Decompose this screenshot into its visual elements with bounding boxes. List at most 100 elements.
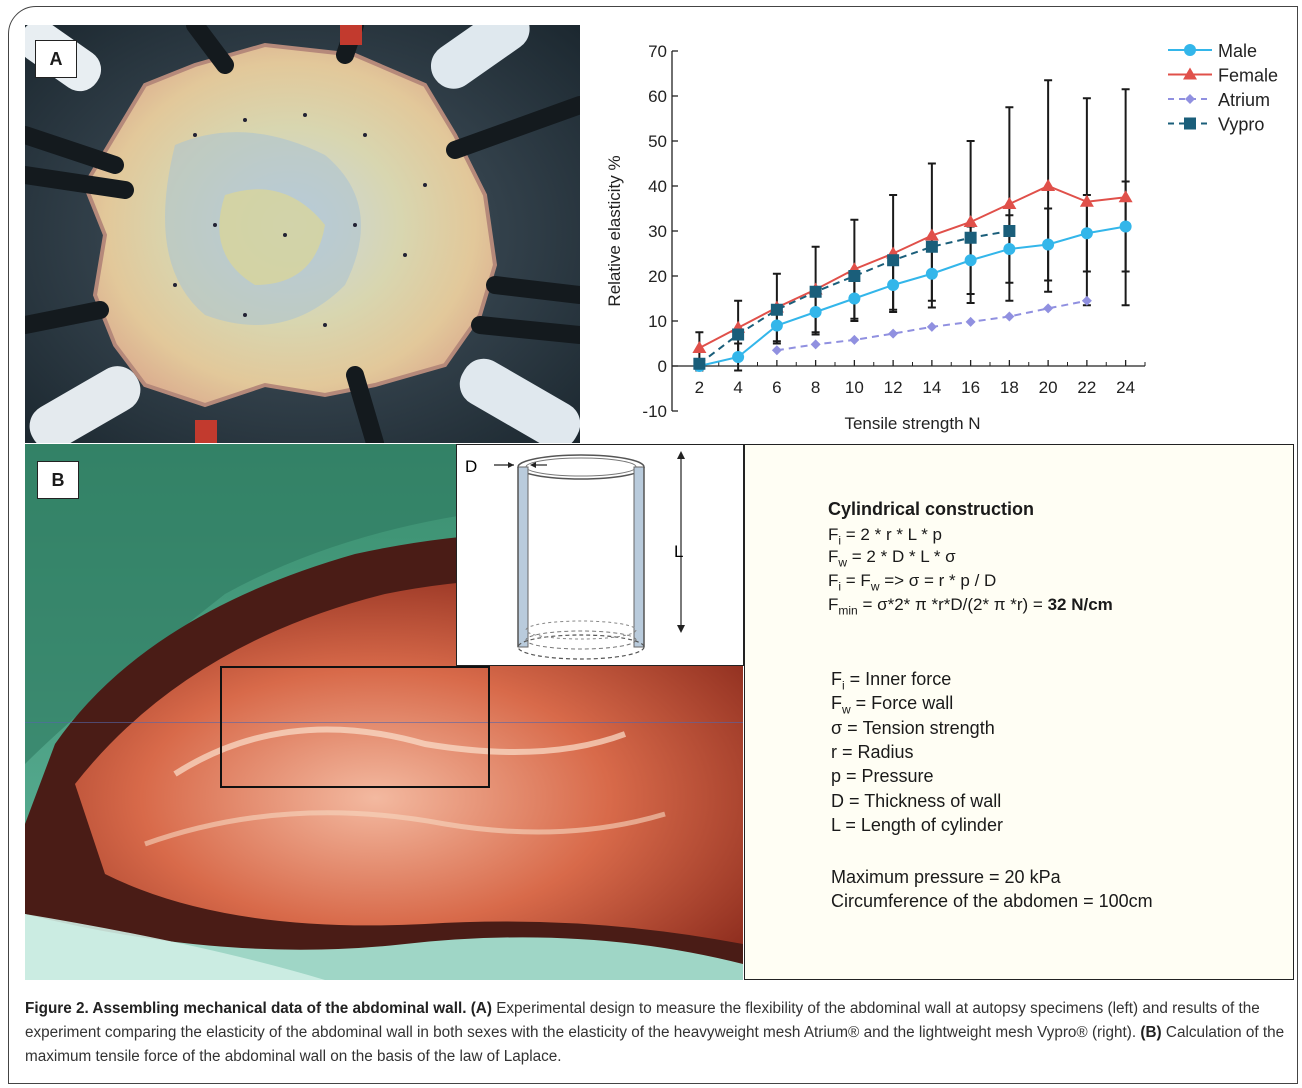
scan-line <box>25 722 743 723</box>
data-point-atrium <box>1004 311 1015 322</box>
caption-b-tag: (B) <box>1140 1024 1162 1041</box>
y-tick-label: 70 <box>648 42 667 61</box>
definition-force-wall: Fw = Force wall <box>831 693 954 717</box>
data-point-female <box>963 215 978 227</box>
data-point-vypro <box>1003 225 1016 237</box>
caption-a-text: Experimental design to measure the flexi… <box>25 1000 1260 1041</box>
data-point-atrium <box>965 316 976 327</box>
legend-label: Male <box>1218 41 1257 61</box>
legend-marker <box>1184 44 1196 56</box>
data-point-vypro <box>693 357 706 370</box>
data-point-female <box>692 341 707 353</box>
specimen-illustration <box>25 25 580 443</box>
formula-line-inner-force: Fi = 2 * r * L * p <box>828 525 943 548</box>
formula-box: Cylindrical construction Fi = 2 * r * L … <box>744 444 1294 980</box>
data-point-vypro <box>964 231 977 244</box>
x-tick-label: 16 <box>961 378 980 397</box>
legend-label: Atrium <box>1218 90 1270 110</box>
data-point-male <box>1080 227 1093 240</box>
data-point-atrium <box>1081 295 1092 306</box>
y-tick-label: 30 <box>648 222 667 241</box>
legend-marker <box>1185 94 1195 104</box>
definition-radius: r = Radius <box>831 742 914 762</box>
x-tick-label: 18 <box>1000 378 1019 397</box>
data-point-male <box>848 292 861 305</box>
data-point-vypro <box>732 328 745 341</box>
zoom-rectangle <box>220 666 490 788</box>
data-point-male <box>1042 238 1055 251</box>
elasticity-chart: -10 0 10 20 30 40 50 60 70 2 4 6 8 10 12 14 16 18 20 22 24 Te… <box>580 25 1295 443</box>
data-point-male <box>809 306 822 318</box>
panel-a-label: A <box>35 40 77 78</box>
data-point-female <box>1041 179 1056 191</box>
formula-line-min-force: Fmin = σ*2* π *r*D/(2* π *r) = 32 N/cm <box>828 595 1113 618</box>
formula-line-equilibrium: Fi = Fw => σ = r * p / D <box>828 571 997 594</box>
data-point-male <box>925 267 938 280</box>
x-tick-label: 22 <box>1077 378 1096 397</box>
data-point-vypro <box>809 285 822 298</box>
definition-tension-strength: σ = Tension strength <box>831 718 995 738</box>
data-point-male <box>732 351 745 363</box>
length-label: L <box>674 542 683 561</box>
data-point-vypro <box>887 254 900 267</box>
caption-lead: Figure 2. Assembling mechanical data of … <box>25 1000 467 1017</box>
data-point-female <box>1118 190 1133 203</box>
x-tick-label: 2 <box>695 378 704 397</box>
data-point-vypro <box>848 270 861 282</box>
x-tick-label: 6 <box>772 378 781 397</box>
data-point-male <box>887 279 900 291</box>
x-tick-label: 10 <box>845 378 864 397</box>
data-point-vypro <box>925 240 938 253</box>
legend-label: Vypro <box>1218 115 1264 135</box>
chart-legend: Male Female Atrium Vypro <box>1168 41 1278 135</box>
x-axis-label: Tensile strength N <box>844 414 980 433</box>
definition-pressure: p = Pressure <box>831 766 934 786</box>
panel-b-label: B <box>37 461 79 499</box>
data-point-vypro <box>770 303 783 316</box>
data-point-atrium <box>926 321 937 332</box>
definition-length: L = Length of cylinder <box>831 815 1003 835</box>
x-tick-label: 8 <box>811 378 820 397</box>
y-tick-label: -10 <box>642 402 667 421</box>
legend-marker <box>1183 67 1197 80</box>
formula-title: Cylindrical construction <box>828 499 1035 519</box>
data-point-male <box>1119 220 1132 233</box>
figure-frame <box>8 6 1298 1084</box>
data-point-atrium <box>888 328 899 339</box>
y-axis-label: Relative elasticity % <box>605 155 624 306</box>
figure-caption: Figure 2. Assembling mechanical data of … <box>25 997 1287 1069</box>
y-tick-label: 10 <box>648 312 667 331</box>
data-point-female <box>924 228 939 241</box>
formula-line-wall-force: Fw = 2 * D * L * σ <box>828 547 956 570</box>
x-tick-label: 24 <box>1116 378 1135 397</box>
legend-marker <box>1184 117 1196 130</box>
data-point-male <box>1003 243 1016 255</box>
cylinder-svg: D L <box>465 451 685 660</box>
data-point-male <box>964 254 977 267</box>
data-point-atrium <box>771 345 782 356</box>
x-tick-label: 14 <box>922 378 941 397</box>
y-tick-label: 0 <box>658 357 667 376</box>
y-tick-label: 60 <box>648 87 667 106</box>
data-point-female <box>1002 197 1017 209</box>
y-tick-label: 50 <box>648 132 667 151</box>
chart-error-bars <box>695 79 1130 372</box>
cylinder-diagram: D L <box>456 444 744 666</box>
caption-a-tag: (A) <box>470 1000 492 1017</box>
definition-inner-force: Fi = Inner force <box>831 669 952 693</box>
y-tick-label: 20 <box>648 267 667 286</box>
thickness-label: D <box>465 457 477 476</box>
definition-thickness: D = Thickness of wall <box>831 791 1002 811</box>
caption-b-text: Calculation of the maximum tensile force… <box>25 1024 1285 1065</box>
series-line-female <box>698 184 1126 349</box>
x-tick-label: 4 <box>733 378 742 397</box>
legend-label: Female <box>1218 66 1278 86</box>
series-line-male <box>699 225 1126 367</box>
data-point-male <box>770 319 783 332</box>
circumference-text: Circumference of the abdomen = 100cm <box>831 891 1153 911</box>
x-tick-label: 12 <box>884 378 903 397</box>
chart-series <box>692 179 1133 372</box>
max-pressure-text: Maximum pressure = 20 kPa <box>831 867 1061 887</box>
